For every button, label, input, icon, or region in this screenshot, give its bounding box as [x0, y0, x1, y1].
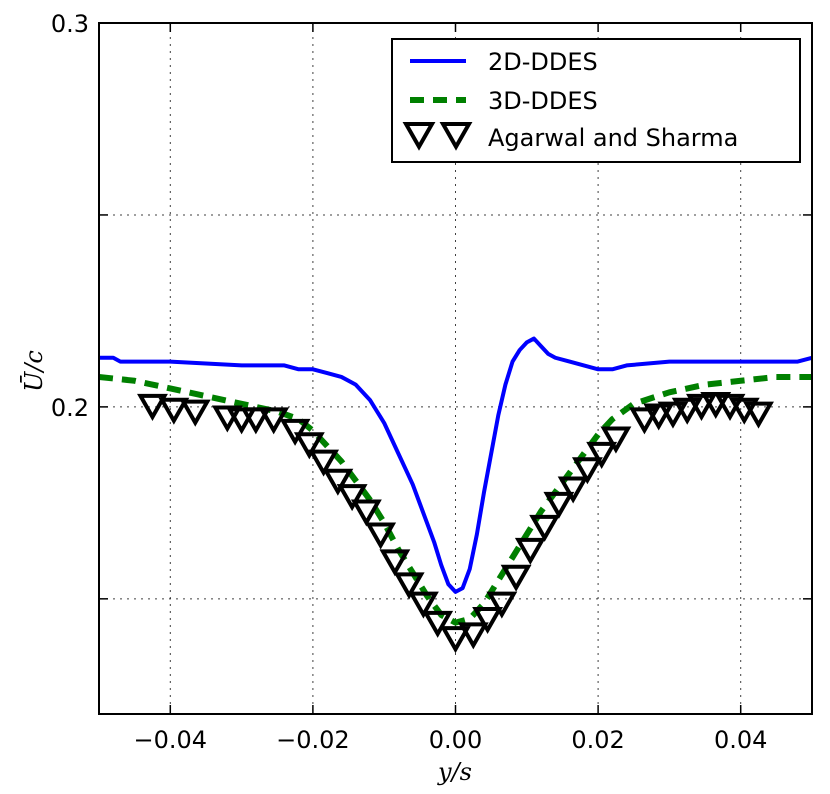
- data-marker: [350, 499, 382, 527]
- x-tick-label: 0.00: [429, 726, 482, 754]
- data-marker: [486, 591, 518, 619]
- grid: [99, 22, 812, 714]
- data-marker: [686, 393, 717, 421]
- data-marker: [571, 457, 603, 485]
- data-marker: [240, 407, 272, 435]
- data-marker: [322, 468, 354, 496]
- data-marker: [179, 399, 211, 427]
- data-marker: [379, 549, 411, 577]
- x-tick-label: 0.02: [571, 726, 624, 754]
- data-marker: [279, 418, 311, 446]
- data-marker: [440, 626, 471, 654]
- y-axis-label: Ū/c: [20, 350, 48, 392]
- legend-label: 3D-DDES: [488, 87, 598, 115]
- data-marker: [407, 591, 439, 619]
- data-marker: [628, 407, 660, 435]
- data-marker: [671, 397, 703, 425]
- data-marker: [393, 572, 425, 600]
- plot-data: [99, 336, 812, 654]
- axis-ticks: −0.04 −0.02 0.00 0.02 0.04 0.2 0.3: [51, 10, 812, 754]
- data-marker: [557, 476, 589, 504]
- x-tick-label: −0.04: [134, 726, 208, 754]
- data-marker: [365, 522, 397, 550]
- data-marker: [336, 484, 368, 512]
- data-marker: [600, 426, 632, 454]
- data-marker: [743, 401, 774, 429]
- data-marker: [258, 407, 290, 435]
- x-tick-label: −0.02: [276, 726, 350, 754]
- data-marker: [308, 449, 340, 477]
- x-tick-label: 0.04: [714, 726, 767, 754]
- legend-marker: [402, 121, 436, 151]
- data-marker: [293, 432, 325, 460]
- data-marker: [643, 403, 675, 431]
- y-tick-label: 0.2: [51, 394, 89, 422]
- legend-label: Agarwal and Sharma: [488, 124, 738, 152]
- y-tick-label: 0.3: [51, 10, 89, 38]
- data-marker: [543, 491, 575, 519]
- legend-label: 2D-DDES: [488, 48, 598, 76]
- data-marker: [137, 393, 168, 421]
- series-line: [99, 373, 812, 626]
- data-marker: [472, 606, 504, 635]
- data-marker: [158, 397, 190, 425]
- data-marker: [500, 564, 532, 592]
- data-marker: [529, 514, 561, 542]
- series-line: [99, 336, 812, 594]
- data-marker: [657, 401, 689, 429]
- data-marker: [514, 537, 546, 565]
- x-axis-label: y/s: [437, 758, 472, 786]
- data-marker: [457, 622, 489, 650]
- legend: 2D-DDES 3D-DDES Agarwal and Sharma: [391, 38, 801, 163]
- data-marker: [586, 441, 618, 469]
- legend-marker: [439, 121, 473, 151]
- data-marker: [422, 610, 454, 638]
